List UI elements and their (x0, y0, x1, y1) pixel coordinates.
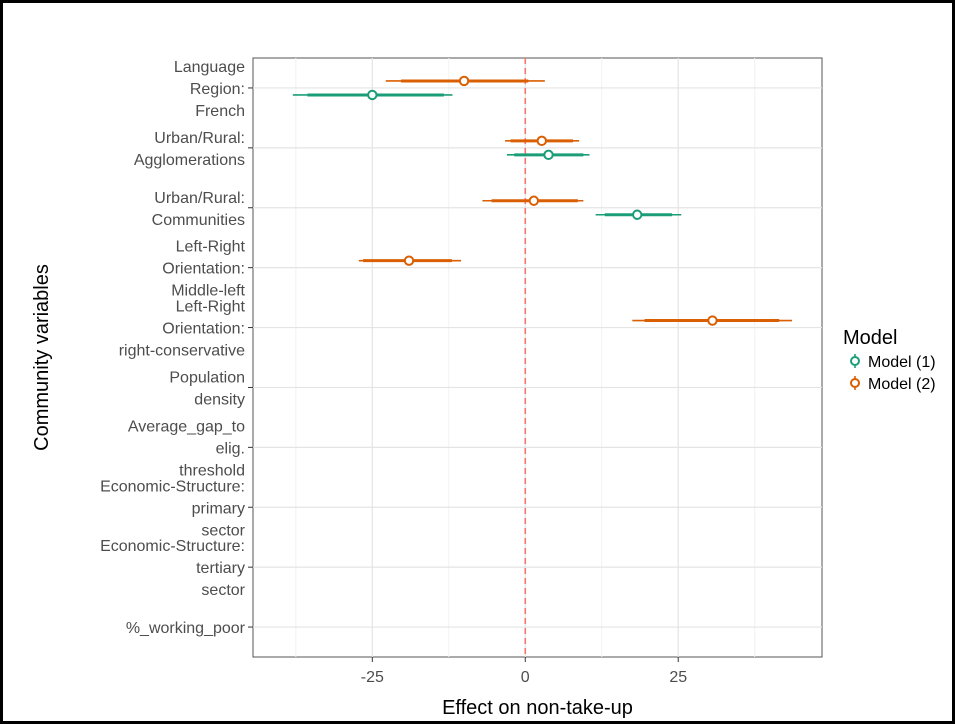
y-tick-label: Population (169, 369, 245, 386)
estimate-point (707, 315, 718, 326)
y-tick-label: %_working_poor (126, 620, 246, 637)
y-tick-label: Left-Right (176, 299, 246, 316)
legend: Model Model (1) Model (2) (843, 327, 936, 393)
y-tick-label: Middle-left (171, 283, 245, 300)
grid-lines (253, 58, 822, 657)
y-tick-label: sector (201, 522, 245, 539)
y-tick-label: sector (201, 582, 245, 599)
y-tick-label: Language (174, 59, 245, 76)
y-tick-label: Communities (152, 212, 245, 229)
legend-entry-label: Model (2) (868, 376, 936, 393)
y-tick-label: right-conservative (119, 343, 245, 360)
y-tick-label: Urban/Rural: (154, 190, 245, 207)
y-tick-label: threshold (179, 462, 245, 479)
x-axis-tick-labels: -25 0 25 (361, 657, 687, 686)
legend-key-point (850, 356, 860, 366)
plot-panel (252, 57, 823, 658)
y-tick-label: density (194, 391, 245, 408)
legend-entry-label: Model (1) (868, 354, 936, 371)
legend-key-point (850, 378, 860, 388)
y-tick-label: Region: (190, 81, 245, 98)
y-tick-label: Urban/Rural: (154, 130, 245, 147)
x-tick-label: 0 (521, 669, 530, 686)
y-tick-label: tertiary (196, 560, 245, 577)
estimate-point (403, 255, 415, 266)
y-tick-label: elig. (216, 440, 245, 457)
y-tick-label: Agglomerations (134, 152, 245, 169)
y-tick-label: primary (192, 500, 245, 517)
y-axis-label: Community variables (31, 264, 53, 451)
estimate-point (367, 89, 378, 101)
x-axis-label: Effect on non-take-up (442, 697, 633, 719)
y-axis-tick-labels: Language Region: French Urban/Rural: Agglome… (100, 59, 253, 637)
y-tick-label: Left-Right (176, 239, 246, 256)
x-tick-label: -25 (361, 669, 384, 686)
estimate-marks (292, 75, 793, 326)
estimate-point (543, 149, 554, 161)
x-tick-label: 25 (669, 669, 687, 686)
legend-title: Model (843, 327, 897, 349)
y-tick-label: Average_gap_to (128, 418, 245, 435)
estimate-point (458, 75, 470, 87)
y-tick-label: Economic-Structure: (100, 538, 245, 555)
estimate-point (632, 209, 643, 220)
y-tick-label: Orientation: (162, 321, 245, 338)
y-tick-label: Orientation: (162, 261, 245, 278)
y-tick-label: French (195, 103, 245, 120)
estimate-point (528, 195, 540, 206)
estimate-point (536, 135, 547, 147)
y-tick-label: Economic-Structure: (100, 478, 245, 495)
